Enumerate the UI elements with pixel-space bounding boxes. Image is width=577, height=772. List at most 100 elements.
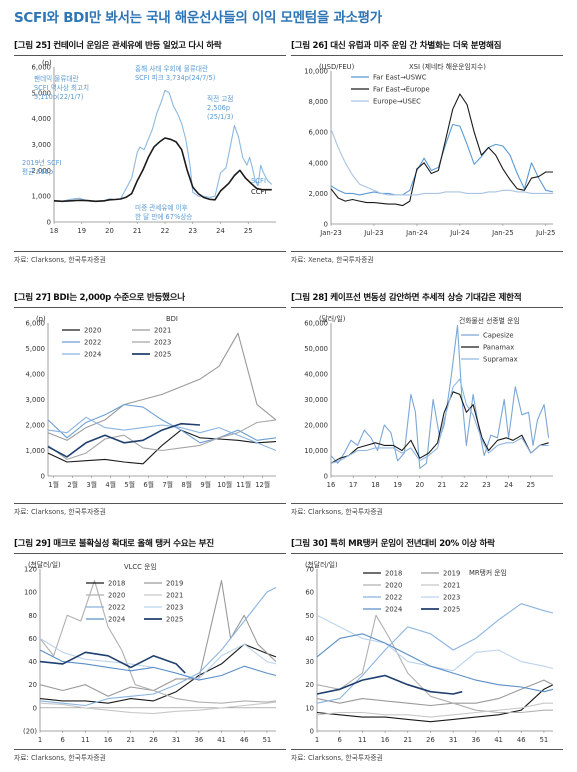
series-line-2023	[39, 637, 277, 680]
x-tick-label: 8월	[181, 480, 192, 489]
legend-label: SCFI	[251, 177, 266, 185]
y-tick-label: 10,000	[304, 447, 328, 455]
x-tick-label: 22	[161, 227, 170, 235]
page-title: SCFI와 BDI만 봐서는 국내 해운선사들의 이익 모멘텀을 과소평가	[14, 10, 382, 26]
legend-label: Capesize	[483, 332, 514, 340]
y-tick-label: 1,000	[32, 193, 51, 201]
legend-label: Panamax	[483, 344, 514, 352]
x-tick-label: 23	[188, 227, 197, 235]
y-tick-label: 5,000	[26, 345, 45, 353]
figure-source: 자료: Clarksons, 한국투자증권	[14, 256, 106, 264]
x-tick-label: 16	[381, 736, 390, 744]
x-tick-label: 11월	[236, 480, 251, 489]
x-tick-label: 18	[50, 227, 59, 235]
series-line-2021	[39, 701, 277, 715]
x-tick-label: Jul-24	[449, 229, 469, 237]
legend-label: 2018	[385, 570, 402, 578]
series-line-capesize	[330, 325, 550, 469]
legend-label: Europe→USEC	[373, 98, 421, 106]
unit-label: (p)	[36, 315, 46, 323]
x-tick-label: 36	[195, 736, 204, 744]
unit-label: (천달러/일)	[305, 560, 338, 569]
legend-label: Far East→USWC	[373, 74, 427, 82]
series-line-2024	[47, 416, 277, 452]
annotation-text: 평균 811p	[22, 167, 53, 176]
x-tick-label: 41	[217, 736, 226, 744]
bdi-chart: 0 1,000 2,000 3,000 4,000 5,000 6,000 1월 2월 3월 4월 5…	[26, 315, 277, 489]
x-tick-label: 16	[327, 481, 336, 489]
legend-label: 2019	[443, 570, 460, 578]
chart-subtitle: VLCC 운임	[124, 563, 157, 571]
series-line-2018	[39, 643, 277, 704]
x-tick-label: 46	[240, 736, 249, 744]
series-line-scfi	[53, 89, 273, 203]
x-tick-label: Jul-25	[535, 229, 555, 237]
x-tick-label: 25	[526, 481, 535, 489]
x-tick-label: 41	[494, 736, 503, 744]
y-tick-label: 10	[305, 704, 314, 712]
x-tick-label: 10월	[217, 480, 232, 489]
y-tick-label: 30,000	[304, 396, 328, 404]
unit-label: (달러/일)	[319, 314, 346, 323]
y-tick-label: 6,000	[32, 64, 51, 72]
x-tick-label: 3월	[86, 480, 97, 489]
x-tick-label: 24	[216, 227, 225, 235]
series-line-panamax	[330, 391, 549, 464]
figure-title: [그림 28] 케이프선 변동성 감안하면 추세적 상승 기대감은 제한적	[291, 293, 522, 303]
y-tick-label: 30	[305, 658, 314, 666]
unit-label: (USD/FEU)	[319, 63, 355, 71]
x-tick-label: 19	[77, 227, 86, 235]
x-tick-label: 24	[504, 481, 513, 489]
x-tick-label: 20	[415, 481, 424, 489]
figure-source: 자료: Clarksons, 한국투자증권	[291, 754, 383, 762]
legend-label: 2021	[154, 327, 171, 335]
drybulk-rates-chart: 0 10,000 20,000 30,000 40,000 50,000 60,000 16 1…	[304, 314, 553, 489]
figure-title: [그림 25] 컨테이너 운임은 관세유예 반등 일었고 다시 하락	[14, 41, 222, 51]
legend-label: 2025	[154, 351, 171, 359]
y-tick-label: 20	[28, 681, 37, 689]
x-tick-label: 6	[61, 736, 65, 744]
figure-title: [그림 27] BDI는 2,000p 수준으로 반등했으나	[14, 293, 185, 303]
y-tick-label: 120	[24, 566, 37, 574]
legend-label: 2024	[108, 616, 125, 624]
legend-label: Far East→Europe	[373, 86, 430, 94]
y-tick-label: 4,000	[32, 115, 51, 123]
legend-label: 2024	[385, 606, 402, 614]
x-tick-label: 22	[460, 481, 469, 489]
x-tick-label: 25	[244, 227, 253, 235]
y-tick-label: 70	[305, 566, 314, 574]
x-tick-label: 36	[472, 736, 481, 744]
x-tick-label: 21	[133, 227, 142, 235]
series-line-2021	[47, 332, 277, 441]
annotation-text: 한 달 만에 67%상승	[135, 212, 192, 221]
x-tick-label: 9월	[200, 480, 211, 489]
legend-label: 2025	[166, 616, 183, 624]
series-line-2019	[39, 580, 277, 697]
legend-label: 2020	[84, 327, 101, 335]
figure-source: 자료: Clarksons, 한국투자증권	[14, 508, 106, 516]
y-tick-label: 60	[305, 589, 314, 597]
x-tick-label: 16	[104, 736, 113, 744]
annotation-text: SCFI 피크 3,734p(24/7/5)	[135, 73, 215, 82]
y-tick-label: 0	[47, 219, 51, 227]
series-line-2025	[47, 422, 201, 458]
y-tick-label: 40	[28, 658, 37, 666]
y-tick-label: 4,000	[309, 159, 328, 167]
legend-label: 2022	[84, 339, 101, 347]
unit-label: (천달러/일)	[28, 560, 61, 569]
figure-30-panel: [그림 30] 특히 MR탱커 운임이 전년대비 20% 이상 하락 0 10 20…	[291, 537, 563, 763]
x-tick-label: 51	[263, 736, 272, 744]
annotation-text: 2,506p	[207, 104, 230, 112]
series-line-supramax	[330, 378, 549, 464]
y-tick-label: 40	[305, 635, 314, 643]
chart-subtitle: XSI (제네타 해운운임지수)	[409, 62, 486, 71]
legend-label: 2022	[385, 594, 402, 602]
scfi-chart: 0 1,000 2,000 3,000 4,000 5,000 6,000 18 19 20 21 2…	[22, 59, 276, 235]
figure-29-panel: [그림 29] 매크로 불확실성 확대로 올해 탱커 수요는 부진 (20) 0 2…	[14, 537, 286, 763]
x-tick-label: 20	[105, 227, 114, 235]
series-line-europe-usec	[330, 128, 553, 196]
x-tick-label: Jan-25	[491, 229, 514, 237]
series-line-2022	[47, 404, 277, 444]
x-tick-label: 1	[315, 736, 319, 744]
